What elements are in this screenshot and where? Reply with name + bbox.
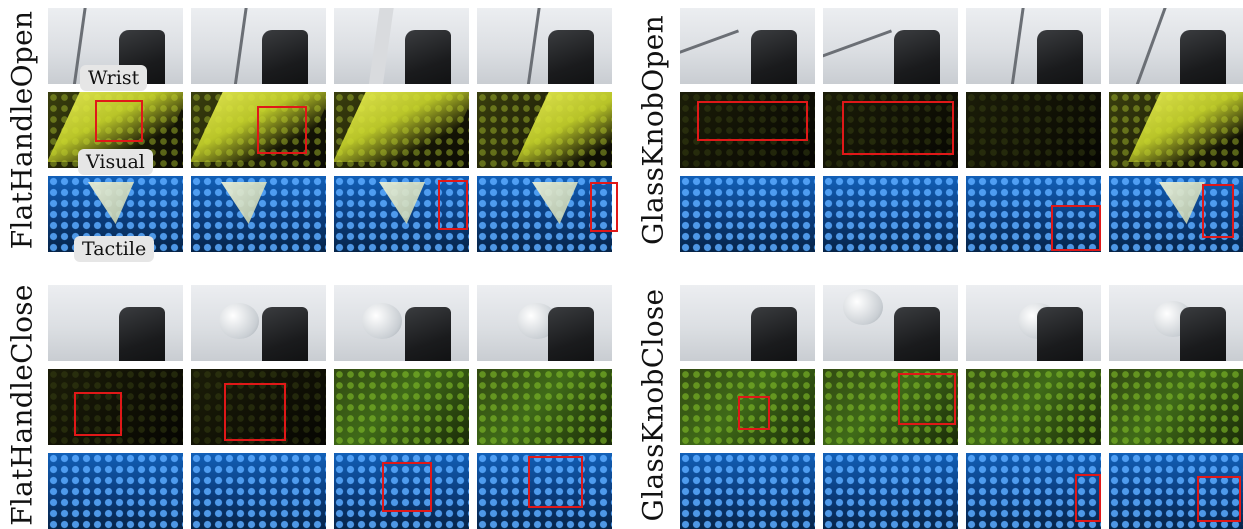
visual-image: [966, 369, 1101, 445]
visual-image: [334, 369, 469, 445]
highlight-box: [842, 101, 954, 155]
highlight-box: [74, 392, 122, 436]
tactile-image: [680, 176, 815, 252]
highlight-box: [697, 101, 808, 141]
visual-image: [823, 369, 958, 445]
tactile-image: [191, 176, 326, 252]
tactile-image: [334, 453, 469, 529]
tactile-image: [477, 453, 612, 529]
visual-image: [966, 92, 1101, 168]
highlight-box: [738, 396, 770, 430]
tactile-image: [48, 176, 183, 252]
visual-image: [680, 369, 815, 445]
wrist-image: [966, 8, 1101, 84]
tactile-image: [823, 176, 958, 252]
visual-image: [1109, 369, 1243, 445]
wrist-image: [1109, 285, 1243, 361]
row-label-visual: Visual: [78, 149, 153, 175]
highlight-box: [1202, 184, 1234, 238]
visual-image: [477, 92, 612, 168]
tactile-image: [477, 176, 612, 252]
visual-image: [334, 92, 469, 168]
tactile-image: [966, 176, 1101, 252]
wrist-image: [48, 285, 183, 361]
task-label-glass-knob-open: GlassKnobOpen: [636, 15, 670, 245]
highlight-box: [438, 180, 468, 230]
highlight-box: [382, 462, 432, 512]
highlight-box: [1051, 205, 1101, 251]
tactile-image: [1109, 176, 1243, 252]
wrist-image: [680, 8, 815, 84]
highlight-box: [590, 182, 618, 232]
wrist-image: [680, 285, 815, 361]
wrist-image: [334, 285, 469, 361]
visual-image: [823, 92, 958, 168]
wrist-image: [823, 285, 958, 361]
tactile-image: [191, 453, 326, 529]
visual-image: [191, 369, 326, 445]
wrist-image: [477, 8, 612, 84]
task-label-flat-handle-open: FlatHandleOpen: [5, 10, 39, 250]
wrist-image: [191, 8, 326, 84]
tactile-image: [680, 453, 815, 529]
highlight-box: [257, 106, 307, 154]
row-label-wrist: Wrist: [80, 65, 148, 91]
visual-image: [191, 92, 326, 168]
highlight-box: [528, 456, 583, 508]
tactile-image: [966, 453, 1101, 529]
highlight-box: [95, 100, 143, 142]
wrist-image: [191, 285, 326, 361]
visual-image: [680, 92, 815, 168]
visual-image: [48, 369, 183, 445]
wrist-image: [477, 285, 612, 361]
task-label-glass-knob-close: GlassKnobClose: [636, 288, 670, 522]
tactile-image: [334, 176, 469, 252]
tactile-image: [823, 453, 958, 529]
wrist-image: [1109, 8, 1243, 84]
highlight-box: [224, 383, 286, 441]
highlight-box: [1197, 476, 1241, 522]
tactile-image: [48, 453, 183, 529]
visual-image: [477, 369, 612, 445]
task-label-flat-handle-close: FlatHandleClose: [5, 284, 39, 526]
highlight-box: [898, 373, 956, 425]
tactile-image: [1109, 453, 1243, 529]
wrist-image: [966, 285, 1101, 361]
row-label-tactile: Tactile: [74, 236, 155, 262]
wrist-image: [823, 8, 958, 84]
wrist-image: [334, 8, 469, 84]
highlight-box: [1075, 474, 1101, 522]
visual-image: [1109, 92, 1243, 168]
